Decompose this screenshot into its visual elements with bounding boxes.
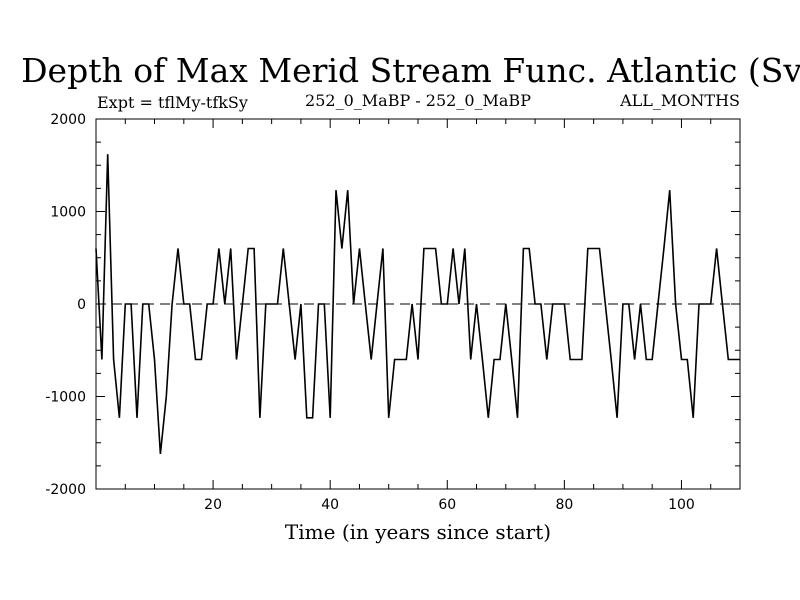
x-tick-label: 80 — [555, 497, 573, 513]
y-tick-label: -1000 — [45, 390, 86, 406]
x-axis-label: Time (in years since start) — [285, 520, 551, 544]
period-label: 252_0_MaBP - 252_0_MaBP — [305, 91, 531, 110]
x-tick-label: 60 — [438, 497, 456, 513]
y-tick-label: 1000 — [50, 205, 86, 221]
plot-area: 20 40 60 80 100 -2000 -1000 0 1000 2000 — [45, 112, 741, 513]
chart-title: Depth of Max Merid Stream Func. Atlantic… — [21, 51, 800, 90]
x-tick-label: 20 — [204, 497, 222, 513]
x-tick-label: 100 — [668, 497, 695, 513]
y-tick-label: 0 — [77, 297, 86, 313]
x-tick-label: 40 — [321, 497, 339, 513]
experiment-label: Expt = tflMy-tfkSy — [97, 93, 248, 112]
y-tick-label: 2000 — [50, 112, 86, 128]
y-tick-label: -2000 — [45, 482, 86, 498]
series-line-depth — [95, 154, 740, 454]
months-label: ALL_MONTHS — [619, 91, 740, 110]
